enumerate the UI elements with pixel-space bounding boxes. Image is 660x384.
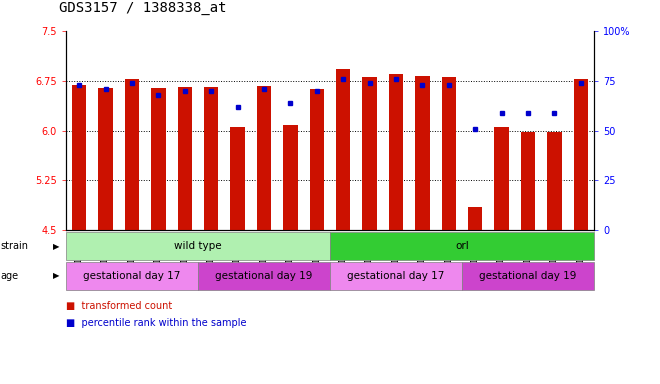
- Bar: [66, 232, 330, 260]
- Text: ▶: ▶: [53, 242, 59, 251]
- Text: orl: orl: [455, 241, 469, 251]
- Bar: [310, 89, 324, 230]
- Text: gestational day 17: gestational day 17: [347, 271, 445, 281]
- Bar: [389, 74, 403, 230]
- Text: ■  percentile rank within the sample: ■ percentile rank within the sample: [66, 318, 246, 328]
- Bar: [330, 232, 594, 260]
- Bar: [66, 262, 198, 290]
- Bar: [257, 86, 271, 230]
- Bar: [521, 132, 535, 230]
- Text: GDS3157 / 1388338_at: GDS3157 / 1388338_at: [59, 2, 227, 15]
- Text: gestational day 19: gestational day 19: [479, 271, 577, 281]
- Text: age: age: [1, 271, 18, 281]
- Bar: [178, 87, 192, 230]
- Bar: [468, 207, 482, 230]
- Bar: [125, 79, 139, 230]
- Bar: [151, 88, 166, 230]
- Text: wild type: wild type: [174, 241, 222, 251]
- Bar: [574, 79, 588, 230]
- Bar: [204, 87, 218, 230]
- Text: ■  transformed count: ■ transformed count: [66, 301, 172, 311]
- Text: gestational day 17: gestational day 17: [83, 271, 181, 281]
- Bar: [72, 84, 86, 230]
- Text: strain: strain: [1, 241, 28, 251]
- Bar: [547, 132, 562, 230]
- Bar: [362, 77, 377, 230]
- Bar: [98, 88, 113, 230]
- Bar: [283, 125, 298, 230]
- Bar: [230, 127, 245, 230]
- Text: gestational day 19: gestational day 19: [215, 271, 313, 281]
- Bar: [198, 262, 330, 290]
- Bar: [336, 70, 350, 230]
- Bar: [330, 262, 462, 290]
- Text: ▶: ▶: [53, 271, 59, 280]
- Bar: [442, 77, 456, 230]
- Bar: [494, 127, 509, 230]
- Bar: [462, 262, 594, 290]
- Bar: [415, 76, 430, 230]
